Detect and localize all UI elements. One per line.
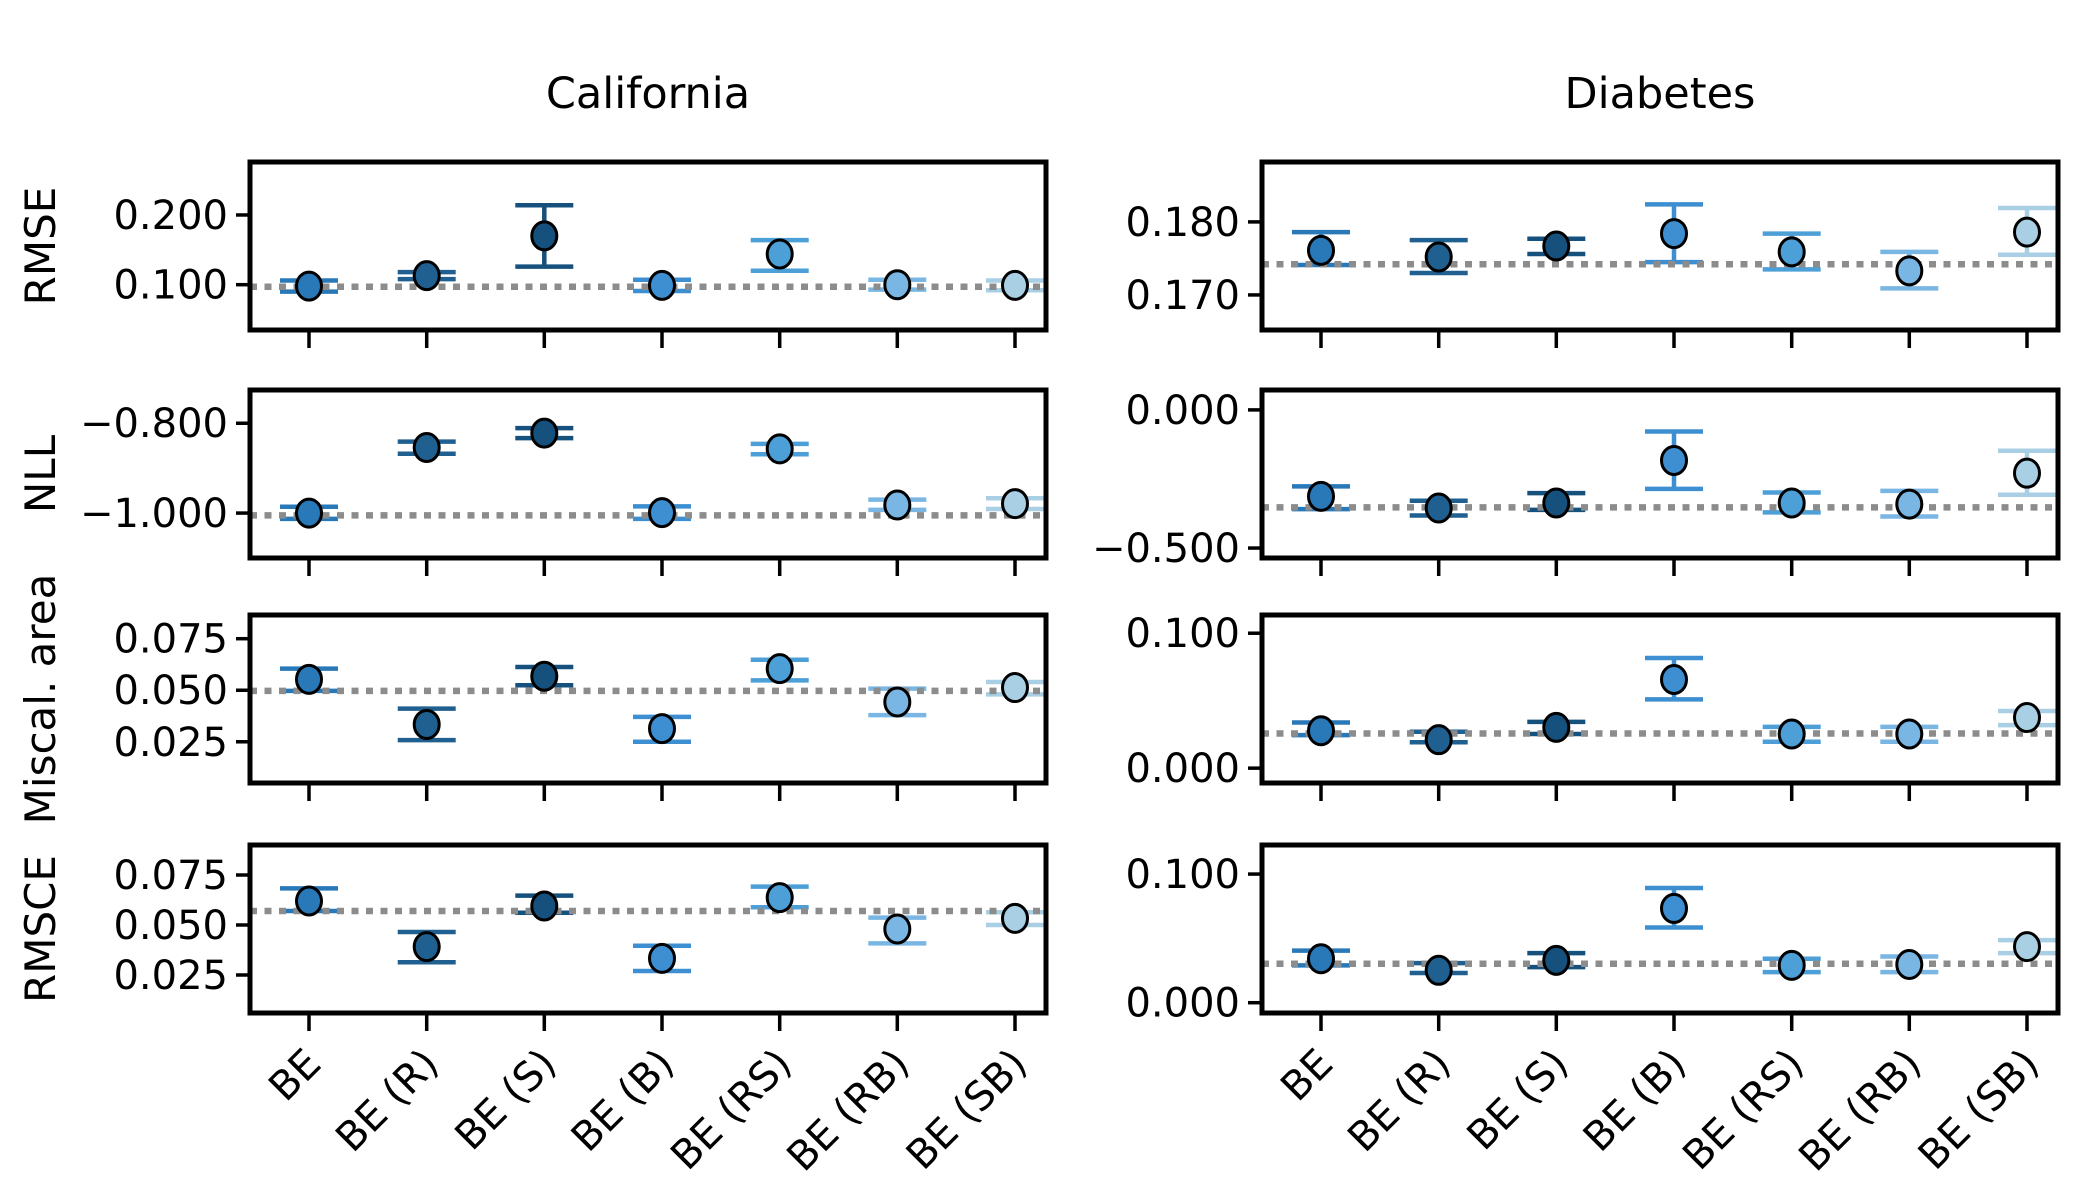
- data-point-be: [295, 497, 323, 529]
- y-tick-label: 0.000: [1125, 746, 1240, 792]
- data-point-be-sb: [1001, 902, 1029, 934]
- data-point-be-sb: [2013, 457, 2041, 489]
- data-point-be-rb: [883, 686, 912, 718]
- y-tick-label: 0.100: [1125, 611, 1240, 657]
- data-point-be-sb: [2013, 216, 2041, 248]
- y-tick-label: 0.050: [113, 903, 228, 949]
- data-point-be: [295, 270, 323, 302]
- data-point-be-rs: [1777, 718, 1806, 750]
- data-point-be-rs: [1777, 236, 1806, 268]
- data-point-be-r: [412, 260, 441, 292]
- y-tick-label: 0.025: [113, 953, 228, 999]
- subplot-california-nll: −0.800 −1.000 NLL: [16, 387, 1049, 576]
- data-point-be: [295, 663, 323, 695]
- data-point-be-rs: [765, 433, 794, 465]
- data-point-be-rs: [765, 653, 794, 685]
- column-title-diabetes: Diabetes: [1565, 69, 1756, 119]
- data-point-be-r: [412, 708, 441, 740]
- data-point-be-rb: [1895, 255, 1924, 287]
- data-point-be-r: [412, 431, 441, 463]
- subplot-diabetes-rmse: 0.180 0.170 Diabetes: [1125, 69, 2061, 348]
- data-point-be-s: [530, 660, 559, 692]
- data-point-be-rb: [883, 913, 912, 945]
- axes-frame: [247, 842, 1049, 1016]
- y-tick-label: 0.200: [113, 193, 228, 239]
- data-point-be-rs: [1777, 487, 1806, 519]
- y-tick-label: 0.075: [113, 617, 228, 663]
- data-point-be-r: [1424, 492, 1453, 524]
- data-point-be-rs: [765, 238, 794, 270]
- data-point-be-s: [1542, 487, 1571, 519]
- data-point-be-s: [530, 417, 559, 449]
- data-point-be-sb: [1001, 269, 1029, 301]
- subplot-california-miscal-area: 0.075 0.050 0.025 Miscal. area: [16, 574, 1049, 825]
- data-point-be-rb: [1895, 718, 1924, 750]
- y-tick-label: 0.000: [1125, 388, 1240, 434]
- row-label-nll: NLL: [16, 434, 65, 513]
- data-point-be-sb: [2013, 702, 2041, 734]
- row-label-rmse: RMSE: [16, 187, 65, 306]
- subplot-california-rmse: 0.200 0.100 California RMSE: [16, 69, 1049, 348]
- data-point-be-r: [1424, 724, 1453, 756]
- data-point-be-s: [530, 890, 559, 922]
- y-tick-label: 0.025: [113, 720, 228, 766]
- data-point-be-r: [1424, 241, 1453, 273]
- y-tick-label: 0.075: [113, 853, 228, 899]
- subplot-diabetes-miscal-area: 0.100 0.000: [1125, 611, 2061, 801]
- data-point-be: [1307, 234, 1335, 266]
- y-tick-label: −1.000: [80, 491, 228, 537]
- axes-frame: [1259, 387, 2061, 561]
- y-tick-label: 0.100: [1125, 852, 1240, 898]
- data-point-be-s: [1542, 230, 1571, 262]
- y-tick-label: 0.100: [113, 263, 228, 309]
- data-point-be-s: [1542, 944, 1571, 976]
- data-point-be-sb: [2013, 931, 2041, 963]
- data-point-be: [1307, 943, 1335, 975]
- axes-frame: [1259, 159, 2061, 333]
- data-point-be-b: [648, 497, 676, 529]
- column-title-california: California: [546, 69, 750, 119]
- data-point-be-r: [412, 931, 441, 963]
- y-tick-label: −0.500: [1092, 526, 1240, 572]
- axes-frame: [1259, 842, 2061, 1016]
- data-point-be-rb: [1895, 949, 1924, 981]
- data-point-be-b: [1660, 218, 1688, 250]
- data-point-be-s: [530, 220, 559, 252]
- row-label-miscal-area: Miscal. area: [16, 574, 65, 825]
- y-tick-label: 0.000: [1125, 981, 1240, 1027]
- data-point-be-b: [648, 269, 676, 301]
- data-point-be-b: [648, 942, 676, 974]
- axes-frame: [247, 612, 1049, 786]
- y-tick-label: 0.050: [113, 668, 228, 714]
- data-point-be-s: [1542, 711, 1571, 743]
- data-point-be-rs: [1777, 949, 1806, 981]
- subplot-diabetes-nll: 0.000 −0.500: [1092, 387, 2061, 576]
- data-point-be-rs: [765, 882, 794, 914]
- data-point-be-rb: [883, 489, 912, 521]
- data-point-be-b: [1660, 892, 1688, 924]
- y-tick-label: −0.800: [80, 401, 228, 447]
- axes-frame: [1259, 612, 2061, 786]
- data-point-be: [1307, 715, 1335, 747]
- data-point-be-sb: [1001, 488, 1029, 520]
- y-tick-label: 0.180: [1125, 200, 1240, 246]
- data-point-be-b: [648, 713, 676, 745]
- data-point-be: [1307, 480, 1335, 512]
- axes-frame: [247, 159, 1049, 333]
- axes-frame: [247, 387, 1049, 561]
- data-point-be: [295, 885, 323, 917]
- data-point-be-r: [1424, 954, 1453, 986]
- y-tick-label: 0.170: [1125, 273, 1240, 319]
- row-label-rmsce: RMSCE: [16, 855, 65, 1003]
- data-point-be-b: [1660, 444, 1688, 476]
- data-point-be-sb: [1001, 672, 1029, 704]
- data-point-be-b: [1660, 664, 1688, 696]
- data-point-be-rb: [1895, 488, 1924, 520]
- data-point-be-rb: [883, 269, 912, 301]
